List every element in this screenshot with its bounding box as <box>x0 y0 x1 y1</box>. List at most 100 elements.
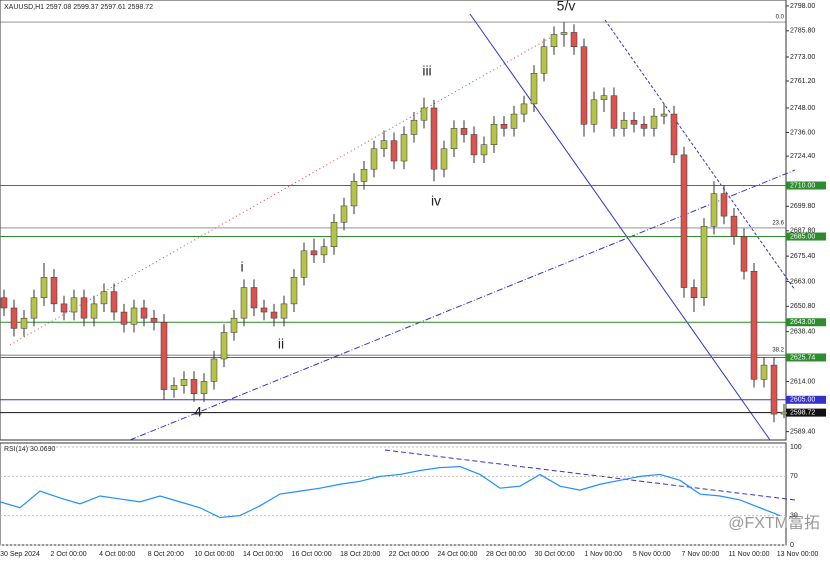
level-label: 2643.00 <box>790 319 815 326</box>
candle-body <box>470 134 478 156</box>
candle-body <box>750 270 758 380</box>
candle-body <box>140 307 148 319</box>
y-tick-label: 2773.00 <box>790 54 815 61</box>
candle-body <box>500 124 508 129</box>
x-tick-label: 14 Oct 00:00 <box>243 551 283 558</box>
candle-body <box>260 307 268 313</box>
candle-body <box>280 303 288 319</box>
candle-body <box>600 95 608 101</box>
candle-body <box>50 277 58 305</box>
candle-body <box>690 287 698 299</box>
candle-body <box>200 381 208 394</box>
y-tick-label: 2614.00 <box>790 378 815 385</box>
y-tick-label: 2675.40 <box>790 253 815 260</box>
level-label: 2605.00 <box>790 397 815 404</box>
level-tag <box>786 408 826 417</box>
candle-body <box>770 364 778 415</box>
wave-label: 4 <box>194 404 202 420</box>
wave-label: iii <box>422 63 431 79</box>
candle-body <box>660 113 668 117</box>
level-tag <box>786 318 826 327</box>
level-tag <box>786 181 826 190</box>
candle-body <box>540 46 548 74</box>
candle-body <box>30 297 38 319</box>
fib-label: 0.0 <box>776 15 785 21</box>
candle-body <box>490 124 498 145</box>
candle-body <box>530 73 538 105</box>
wave-label: 5/v <box>557 0 576 14</box>
rsi-title: RSI(14) 30.0690 <box>4 446 55 453</box>
channel-line <box>604 19 796 291</box>
candle-body <box>240 287 248 319</box>
x-tick-label: 1 Nov 00:00 <box>584 551 622 558</box>
candle-body <box>60 303 68 313</box>
candle-body <box>350 181 358 207</box>
candle-body <box>380 140 388 150</box>
candle-body <box>450 128 458 150</box>
fib-label: 23.6 <box>772 221 784 227</box>
candle-body <box>300 250 308 278</box>
candle-body <box>70 297 78 313</box>
candle-body <box>290 277 298 305</box>
rsi-line <box>0 465 781 519</box>
candle-body <box>170 385 178 390</box>
rsi-tick-label: 0 <box>790 542 794 549</box>
candle-body <box>90 303 98 319</box>
level-label: 2685.00 <box>790 233 815 240</box>
level-tag <box>786 395 826 404</box>
candle-body <box>360 168 368 182</box>
x-tick-label: 28 Oct 00:00 <box>486 551 526 558</box>
candle-body <box>120 311 128 325</box>
candle-body <box>670 113 678 156</box>
x-tick-label: 5 Nov 00:00 <box>633 551 671 558</box>
y-tick-label: 2798.00 <box>790 3 815 10</box>
fib-label: 38.2 <box>772 348 784 354</box>
candle-body <box>520 103 528 115</box>
x-tick-label: 11 Nov 00:00 <box>728 551 769 558</box>
candle-body <box>700 226 708 299</box>
candle-body <box>180 379 188 386</box>
candle-body <box>390 140 398 162</box>
candle-body <box>80 297 88 319</box>
y-tick-label: 2589.40 <box>790 428 815 435</box>
candle-body <box>680 154 688 288</box>
candle-body <box>780 411 788 415</box>
candle-body <box>370 148 378 170</box>
candle-body <box>100 291 108 305</box>
x-tick-label: 8 Oct 20:00 <box>148 551 184 558</box>
candle-body <box>10 307 18 329</box>
candle-body <box>320 246 328 256</box>
channel-line <box>469 13 771 441</box>
candle-body <box>760 364 768 380</box>
candle-body <box>410 119 418 135</box>
y-tick-label: 2638.40 <box>790 328 815 335</box>
candle-body <box>640 124 648 129</box>
level-label: 2598.72 <box>790 409 815 416</box>
candle-body <box>720 193 728 217</box>
x-tick-label: 7 Nov 00:00 <box>682 551 720 558</box>
candle-body <box>510 113 518 129</box>
y-tick-label: 2663.00 <box>790 278 815 285</box>
x-tick-label: 2 Oct 00:00 <box>50 551 86 558</box>
candle-body <box>310 250 318 256</box>
candle-body <box>560 32 568 35</box>
candle-body <box>630 119 638 125</box>
candle-body <box>740 236 748 272</box>
wave-label: ii <box>278 336 284 352</box>
candle-body <box>610 95 618 129</box>
y-tick-label: 2687.80 <box>790 228 815 235</box>
y-tick-label: 2748.00 <box>790 105 815 112</box>
x-tick-label: 13 Nov 00:00 <box>777 551 819 558</box>
x-tick-label: 24 Oct 00:00 <box>437 551 477 558</box>
candle-body <box>250 287 258 309</box>
candle-body <box>620 119 628 129</box>
candle-body <box>0 297 8 309</box>
watermark: @FXTM富拓 <box>728 514 820 532</box>
level-label: 2625.74 <box>790 354 815 361</box>
level-tag <box>786 353 826 362</box>
wave-label: i <box>240 259 243 275</box>
rsi-frame <box>0 442 787 546</box>
candle-body <box>570 32 578 47</box>
candle-body <box>330 221 338 247</box>
